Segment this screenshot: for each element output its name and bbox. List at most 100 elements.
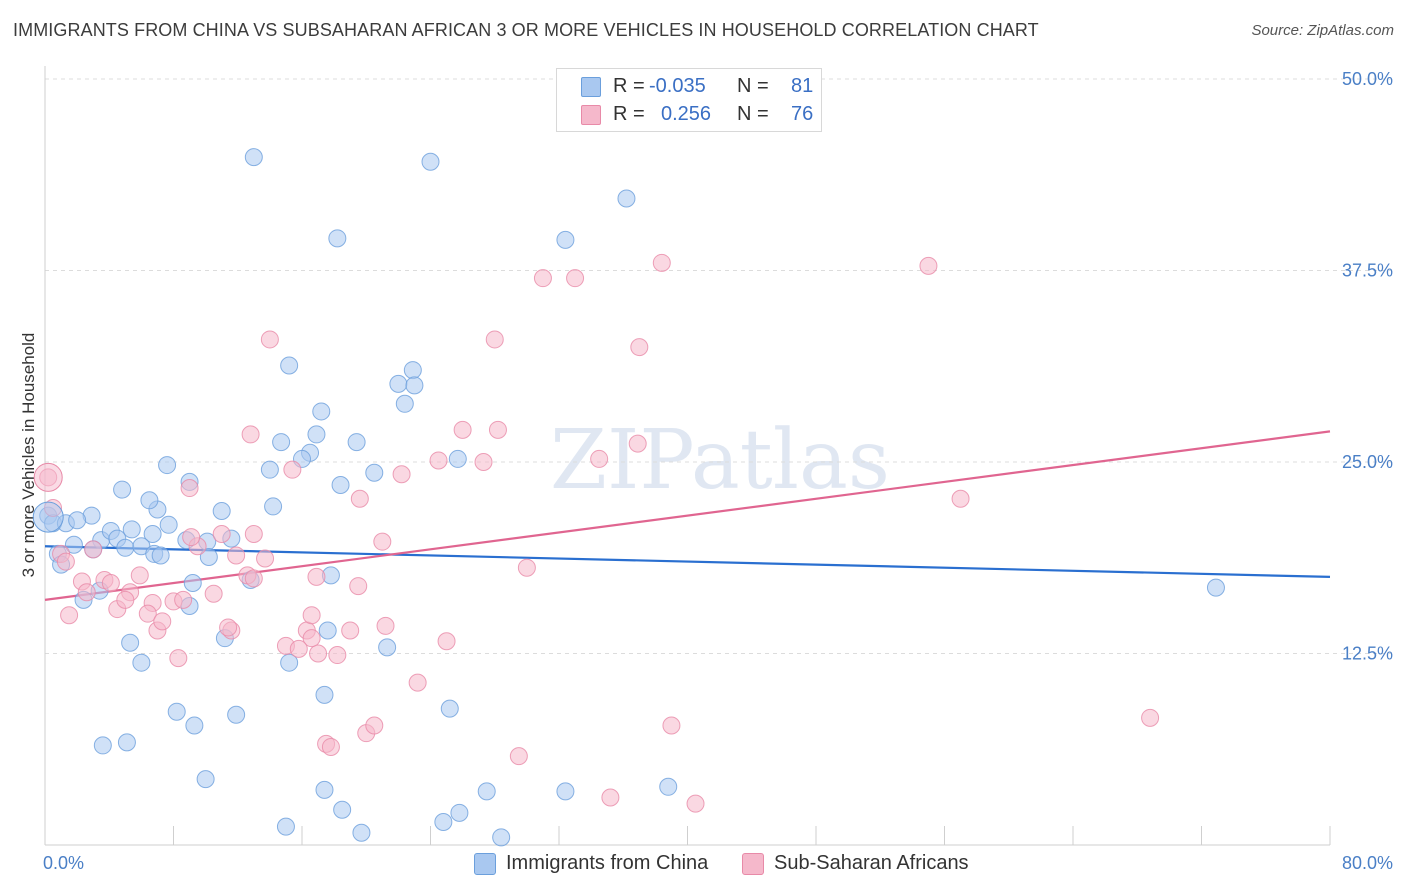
china-swatch: [581, 77, 601, 97]
china-point: [318, 621, 337, 640]
china-point: [556, 230, 575, 249]
china-point: [212, 502, 231, 521]
africans-swatch: [581, 105, 601, 125]
africans-point: [437, 632, 456, 651]
africans-point: [174, 590, 193, 609]
africans-point: [350, 489, 369, 508]
y-tick-label: 37.5%: [1342, 261, 1393, 281]
africans-point: [227, 546, 246, 565]
africans-point: [260, 330, 279, 349]
china-point: [159, 515, 178, 534]
africans-point: [302, 606, 321, 625]
china-point: [315, 780, 334, 799]
china-point: [440, 699, 459, 718]
y-tick-label: 25.0%: [1342, 452, 1393, 472]
r-value: -0.035: [649, 75, 706, 97]
africans-point: [204, 584, 223, 603]
africans-point: [429, 451, 448, 470]
china-point: [421, 152, 440, 171]
africans-point: [138, 604, 157, 623]
china-point: [151, 546, 170, 565]
africans-point: [56, 552, 75, 571]
china-point: [405, 376, 424, 395]
china-point: [378, 638, 397, 657]
legend-label-africans: Sub-Saharan Africans: [774, 852, 969, 874]
africans-point: [283, 460, 302, 479]
africans-point: [302, 629, 321, 648]
china-point: [477, 782, 496, 801]
china-point: [117, 733, 136, 752]
china-point: [659, 777, 678, 796]
data-points: [32, 70, 1225, 847]
africans-point: [533, 269, 552, 288]
china-point: [113, 480, 132, 499]
africans-point: [309, 644, 328, 663]
y-axis-label: 3 or more Vehicles in Household: [19, 333, 38, 578]
china-point: [272, 433, 291, 452]
africans-point: [33, 462, 63, 492]
n-label: N =: [737, 103, 769, 125]
africans-point: [474, 453, 493, 471]
china-point: [32, 501, 64, 533]
africans-point: [60, 606, 79, 625]
y-tick-label: 12.5%: [1342, 644, 1393, 664]
china-trend-line: [44, 545, 1331, 578]
china-point: [331, 475, 350, 494]
africans-point: [101, 574, 120, 593]
africans-point: [628, 434, 647, 453]
china-point: [121, 633, 140, 652]
china-point: [1206, 578, 1225, 597]
africans-point: [686, 794, 705, 813]
china-point: [122, 520, 141, 539]
x-tick-label: 80.0%: [1342, 853, 1393, 873]
axes: [44, 66, 1331, 846]
china-point: [280, 356, 299, 375]
china-point: [276, 817, 295, 836]
china-point: [264, 497, 283, 516]
africans-point: [408, 673, 427, 692]
china-point: [556, 782, 575, 801]
tick-labels: 12.5% 25.0% 37.5% 50.0% 0.0% 80.0%: [43, 69, 1393, 873]
n-label: N =: [737, 75, 769, 97]
africans-point: [153, 612, 172, 631]
africans-point: [84, 540, 103, 559]
y-tick-label: 50.0%: [1342, 69, 1393, 89]
china-point: [244, 148, 263, 167]
africans-point: [219, 618, 238, 637]
n-value: 81: [791, 75, 814, 97]
legend-swatch-china: [474, 853, 496, 875]
legend-label-china: Immigrants from China: [506, 852, 709, 874]
china-point: [328, 229, 347, 248]
africans-point: [392, 465, 411, 484]
china-point: [448, 449, 467, 468]
africans-point: [517, 558, 536, 577]
africans-point: [630, 338, 649, 357]
africans-point: [256, 549, 275, 568]
africans-point: [373, 532, 392, 551]
china-point: [403, 361, 422, 380]
africans-point: [488, 420, 507, 439]
china-point: [307, 425, 326, 444]
china-point: [183, 574, 202, 593]
africans-point: [1141, 708, 1160, 727]
chart-title: IMMIGRANTS FROM CHINA VS SUBSAHARAN AFRI…: [13, 20, 1039, 40]
china-point: [199, 547, 218, 566]
africans-point: [662, 716, 681, 735]
china-point: [185, 716, 204, 735]
stats-box: R = -0.035 N = 81 R = 0.256 N = 76: [556, 68, 822, 132]
africans-point: [365, 716, 384, 735]
china-point: [260, 460, 279, 479]
china-point: [158, 456, 177, 475]
china-point: [389, 374, 408, 393]
africans-point: [182, 528, 201, 547]
africans-point: [130, 566, 149, 585]
china-point: [116, 538, 135, 557]
china-point: [312, 402, 331, 421]
africans-point: [951, 489, 970, 508]
china-point: [167, 702, 186, 721]
africans-point: [566, 269, 585, 288]
china-point: [68, 511, 87, 530]
africans-point: [349, 577, 368, 596]
china-point: [352, 823, 371, 842]
china-point: [395, 394, 414, 413]
